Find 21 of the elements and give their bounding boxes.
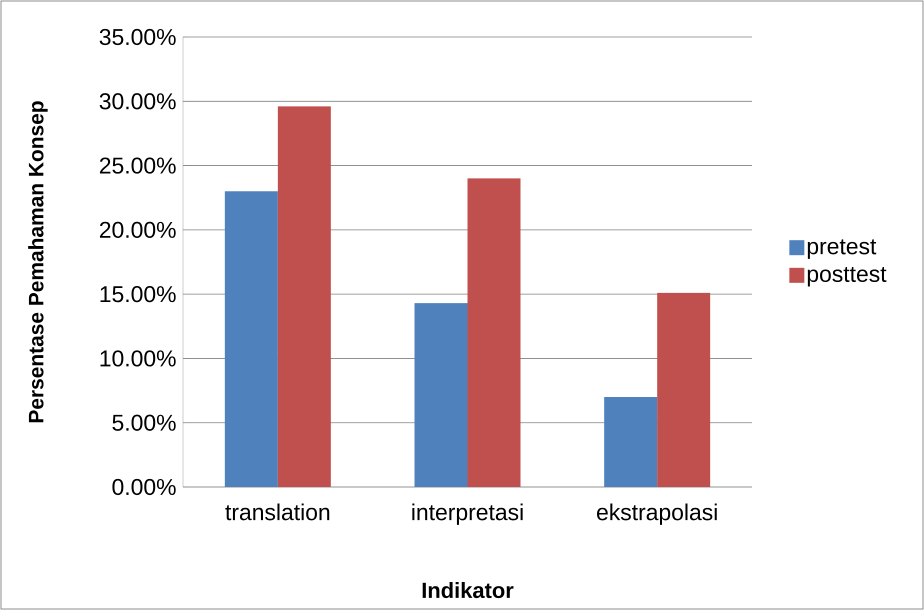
legend-label: pretest <box>808 239 876 259</box>
y-tick-label: 25.00% <box>100 157 176 174</box>
y-tick-label: 30.00% <box>100 93 176 110</box>
y-tick-label: 20.00% <box>100 222 176 238</box>
bar <box>468 178 521 487</box>
bar <box>657 292 710 487</box>
bar <box>224 191 278 487</box>
x-tick-label: interpretasi <box>412 504 523 525</box>
y-tick-label: 10.00% <box>100 350 176 367</box>
x-axis-title: Indikator <box>422 582 514 598</box>
y-tick-label: 0.00% <box>112 478 176 496</box>
y-tick-label: 15.00% <box>100 286 176 302</box>
y-axis-title: Persentase Pemahaman Konsep <box>28 101 48 422</box>
bar <box>604 397 658 487</box>
bar <box>414 303 468 487</box>
y-tick-label: 5.00% <box>112 414 176 431</box>
legend-label: posttest <box>808 266 886 287</box>
bar <box>278 106 331 487</box>
x-tick-label: ekstrapolasi <box>597 504 717 525</box>
y-tick-label: 35.00% <box>100 28 176 46</box>
x-tick-label: translation <box>225 504 330 520</box>
